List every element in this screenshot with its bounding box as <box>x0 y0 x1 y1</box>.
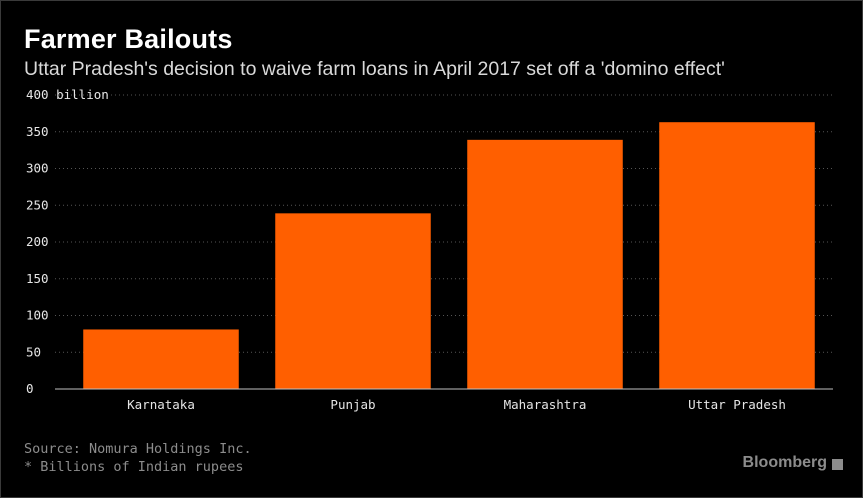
y-tick-label: 0 <box>26 381 34 396</box>
y-tick-label: 200 <box>26 234 49 249</box>
brand-name: Bloomberg <box>742 454 827 471</box>
y-tick-label: 150 <box>26 271 49 286</box>
bar-uttar-pradesh <box>659 122 815 389</box>
x-tick-label: Uttar Pradesh <box>688 397 786 412</box>
y-tick-label: 100 <box>26 308 49 323</box>
y-tick-label: 400 billion <box>26 87 109 102</box>
bar-karnataka <box>83 329 239 389</box>
x-tick-label: Maharashtra <box>504 397 587 412</box>
bar-punjab <box>275 213 431 389</box>
chart-title: Farmer Bailouts <box>24 24 233 54</box>
source-note: Source: Nomura Holdings Inc. <box>24 441 252 457</box>
x-tick-label: Karnataka <box>127 397 195 412</box>
bloomberg-logo: Bloomberg <box>743 454 843 472</box>
y-tick-label: 250 <box>26 197 49 212</box>
bar-maharashtra <box>467 139 623 389</box>
y-tick-label: 50 <box>26 344 41 359</box>
chart-subtitle: Uttar Pradesh's decision to waive farm l… <box>24 58 725 80</box>
terminal-icon <box>832 458 843 470</box>
y-tick-label: 350 <box>26 124 49 139</box>
unit-footnote: * Billions of Indian rupees <box>24 459 244 475</box>
x-tick-label: Punjab <box>330 397 375 412</box>
y-tick-label: 300 <box>26 161 49 176</box>
